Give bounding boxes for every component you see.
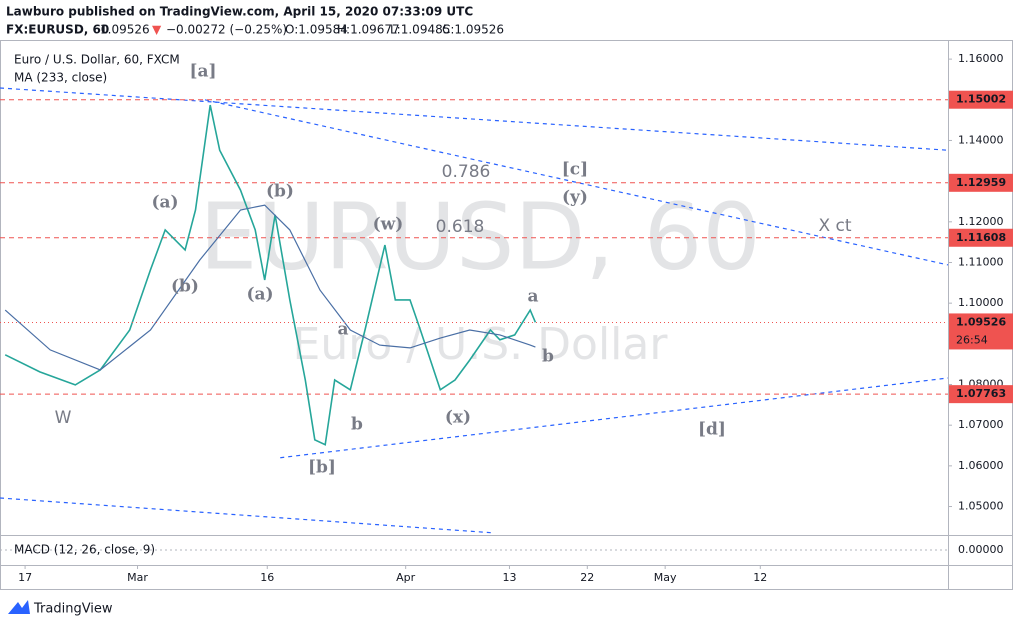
- wave-label: (w): [373, 215, 404, 235]
- price-line: [4, 104, 537, 446]
- trendline: [0, 87, 948, 151]
- level-label-box: [949, 90, 1013, 109]
- x-tick-label: 22: [580, 571, 594, 584]
- y-tick-label: 1.07000: [958, 418, 1004, 431]
- wave-label: (b): [266, 182, 294, 202]
- y-tick-label: 1.14000: [958, 133, 1004, 146]
- x-tick-label: Apr: [396, 571, 416, 584]
- wave-label: 0.618: [436, 217, 485, 237]
- close: C:1.09526: [442, 23, 504, 37]
- wave-label: (b): [171, 277, 199, 297]
- arrow: ▼: [152, 23, 162, 37]
- high: H:1.09677: [337, 23, 400, 37]
- level-label: 1.12959: [956, 176, 1006, 189]
- level-label: 1.11608: [956, 231, 1006, 244]
- x-tick-label: May: [654, 571, 677, 584]
- x-tick-label: 16: [260, 571, 274, 584]
- wave-label: [d]: [698, 420, 726, 440]
- level-label: 1.07763: [956, 387, 1006, 400]
- wave-label: (y): [562, 188, 588, 208]
- x-tick-label: Mar: [127, 571, 148, 584]
- wave-label: a: [527, 287, 538, 307]
- ma-line: [4, 204, 536, 371]
- macd-legend: MACD (12, 26, close, 9): [14, 543, 155, 557]
- overlay: 1.160001.140001.120001.110001.100001.080…: [0, 52, 1013, 584]
- x-tick-label: 13: [502, 571, 516, 584]
- last-price-label: 1.09526: [956, 315, 1006, 328]
- symbol: FX:EURUSD, 60: [6, 23, 109, 37]
- wave-label: b: [351, 415, 363, 435]
- wave-label: (a): [151, 193, 178, 213]
- wave-label: X ct: [818, 216, 851, 236]
- level-label-box: [949, 228, 1013, 247]
- plot: [0, 87, 948, 534]
- x-tick-label: 17: [18, 571, 32, 584]
- wave-label: (x): [445, 408, 471, 428]
- wave-label: b: [542, 347, 554, 367]
- trendline: [204, 99, 948, 266]
- y-tick-label: 1.16000: [958, 52, 1004, 65]
- level-label-box: [949, 385, 1013, 404]
- wave-label: [c]: [562, 160, 588, 180]
- trendline: [280, 377, 948, 459]
- last-price-box: [949, 313, 1013, 350]
- y-tick-label: 1.05000: [958, 500, 1004, 513]
- y-tick-label: 1.12000: [958, 215, 1004, 228]
- author-line: Lawburo published on TradingView.com, Ap…: [6, 5, 473, 19]
- footer-brand: TradingView: [33, 602, 113, 617]
- wave-label: (a): [246, 285, 273, 305]
- change: −0.00272 (−0.25%): [166, 23, 287, 37]
- ma-legend: MA (233, close): [14, 71, 107, 85]
- wave-label: [b]: [308, 458, 336, 478]
- wave-label: a: [337, 320, 348, 340]
- last: 1.09526: [100, 23, 150, 37]
- level-label: 1.15002: [956, 93, 1006, 106]
- trendline: [0, 497, 495, 534]
- y-tick-label: 1.06000: [958, 459, 1004, 472]
- symbol-line: FX:EURUSD, 60 1.09526 ▼ −0.00272 (−0.25%…: [6, 23, 504, 37]
- wave-label: [a]: [189, 62, 216, 82]
- x-tick-label: 12: [753, 571, 767, 584]
- series-legend: Euro / U.S. Dollar, 60, FXCM: [14, 53, 180, 67]
- y-tick-label: 1.11000: [958, 255, 1004, 268]
- y-tick-label: 1.10000: [958, 296, 1004, 309]
- low: L:1.09485: [390, 23, 450, 37]
- footer-logo: [8, 600, 30, 614]
- wave-label: W: [55, 408, 72, 428]
- wave-label: 0.786: [442, 162, 491, 182]
- open: O:1.09584: [285, 23, 348, 37]
- countdown: 26:54: [956, 333, 988, 346]
- level-label-box: [949, 173, 1013, 192]
- macd-tick-label: 0.00000: [958, 543, 1004, 556]
